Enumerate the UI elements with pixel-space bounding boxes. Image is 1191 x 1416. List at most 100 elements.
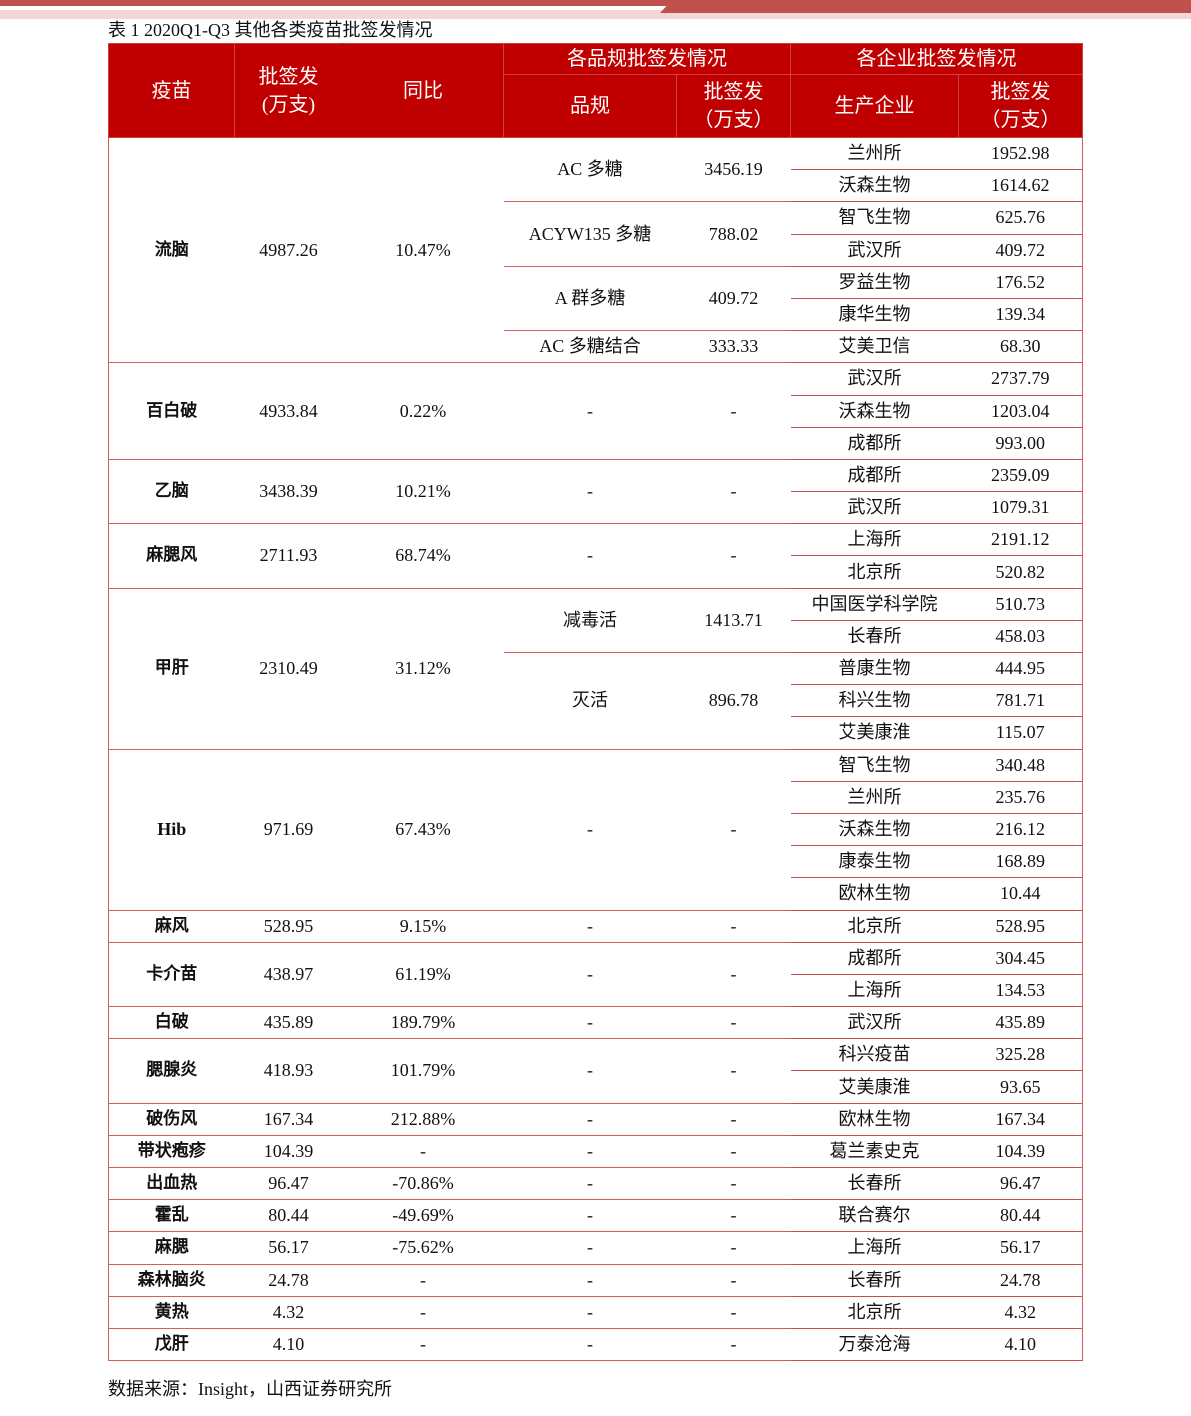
vaccine-yoy: 10.21% — [342, 459, 504, 525]
table-row: 戊肝 4.10- - - 万泰沧海 4.10 — [108, 1328, 1083, 1362]
company-volume: 56.17 — [958, 1231, 1083, 1265]
company-volume: 1079.31 — [958, 491, 1083, 525]
table-row: 霍乱 80.44 -49.69% - - 联合赛尔 80.44 — [108, 1199, 1083, 1233]
table-row: 麻腮风 2711.93 68.74% - - 上海所 2191.12 — [108, 523, 1083, 589]
spec-name: - — [503, 362, 677, 460]
company-volume: 625.76 — [958, 201, 1083, 235]
vaccine-name: 戊肝 — [108, 1328, 235, 1362]
header-yoy: 同比 — [342, 43, 504, 138]
company-name: 武汉所 — [790, 234, 959, 267]
vaccine-yoy: -75.62% — [342, 1231, 504, 1265]
header-spec-group: 各品规批签发情况 — [503, 43, 791, 75]
vaccine-volume: 96.47 — [234, 1167, 343, 1201]
company-name: 万泰沧海 — [790, 1328, 959, 1362]
vaccine-name: Hib — [108, 749, 235, 911]
table-row: 科兴生物 781.71 — [109, 684, 1083, 718]
header-company-group: 各企业批签发情况 — [790, 43, 1083, 75]
vaccine-volume: 24.78 — [234, 1264, 343, 1297]
table-row: AC 多糖结合 333.33 艾美卫信 68.30 — [109, 330, 1083, 364]
company-volume: 168.89 — [958, 845, 1083, 879]
company-name: 智飞生物 — [790, 749, 959, 782]
spec-name: - — [503, 1328, 677, 1362]
company-name: 沃森生物 — [790, 813, 959, 847]
table-row: 森林脑炎 24.78- - - 长春所 24.78 — [108, 1264, 1083, 1297]
header-company: 生产企业 — [790, 74, 959, 138]
spec-name: AC 多糖结合 — [503, 330, 677, 364]
vaccine-volume: 3438.39 — [234, 459, 343, 525]
spec-volume: - — [676, 1167, 791, 1201]
company-name: 欧林生物 — [790, 877, 959, 911]
company-volume: 1952.98 — [958, 137, 1083, 171]
vaccine-name: 甲肝 — [108, 588, 235, 750]
company-volume: 24.78 — [958, 1264, 1083, 1297]
company-name: 艾美康淮 — [790, 716, 959, 750]
company-volume: 10.44 — [958, 877, 1083, 911]
spec-name: A 群多糖 — [503, 266, 677, 332]
spec-name: AC 多糖 — [503, 137, 677, 203]
company-name: 艾美康淮 — [790, 1070, 959, 1104]
spec-name: - — [503, 523, 677, 589]
vaccine-volume: 2310.49 — [234, 588, 343, 750]
company-volume: 435.89 — [958, 1006, 1083, 1040]
table-row: 腮腺炎 418.93 101.79% - - 科兴疫苗 325.28 — [108, 1038, 1083, 1104]
table-row: 黄热 4.32- - - 北京所 4.32 — [108, 1296, 1083, 1329]
company-volume: 235.76 — [958, 781, 1083, 814]
table-row: A 群多糖 409.72 罗益生物 176.52 — [109, 266, 1083, 332]
company-volume: 80.44 — [958, 1199, 1083, 1233]
vaccine-yoy: 189.79% — [342, 1006, 504, 1040]
spec-volume: - — [676, 362, 791, 460]
vaccine-name: 霍乱 — [108, 1199, 235, 1233]
company-name: 兰州所 — [790, 781, 959, 814]
spec-volume: - — [676, 910, 791, 943]
company-name: 长春所 — [790, 620, 959, 654]
spec-name: ACYW135 多糖 — [503, 201, 677, 267]
spec-volume: - — [676, 749, 791, 911]
spec-name: - — [503, 459, 677, 525]
data-source-note: 数据来源：Insight，山西证券研究所 — [108, 1379, 392, 1399]
company-volume: 325.28 — [958, 1038, 1083, 1072]
top-decor-band — [0, 10, 1191, 19]
company-volume: 1203.04 — [958, 395, 1083, 428]
header-company-volume: 批签发（万支） — [958, 74, 1083, 138]
vaccine-volume: 418.93 — [234, 1038, 343, 1104]
spec-volume: - — [676, 942, 791, 1008]
company-name: 联合赛尔 — [790, 1199, 959, 1233]
vaccine-yoy: - — [342, 1264, 504, 1297]
vaccine-yoy: 212.88% — [342, 1103, 504, 1136]
vaccine-volume: 4.10 — [234, 1328, 343, 1362]
spec-name: - — [503, 1264, 677, 1297]
vaccine-volume: 4987.26 — [234, 137, 343, 364]
spec-volume: - — [676, 1006, 791, 1040]
vaccine-name: 麻腮 — [108, 1231, 235, 1265]
vaccine-yoy: - — [342, 1296, 504, 1329]
company-name: 武汉所 — [790, 1006, 959, 1040]
vaccine-volume: 528.95 — [234, 910, 343, 943]
table-row: 乙脑 3438.39 10.21% - - 成都所 2359.09 — [108, 459, 1083, 525]
vaccine-yoy: 10.47% — [342, 137, 504, 364]
table-row: 灭活 896.78 普康生物 444.95 — [109, 652, 1083, 750]
company-name: 科兴生物 — [790, 684, 959, 718]
company-volume: 4.10 — [958, 1328, 1083, 1362]
company-volume: 993.00 — [958, 427, 1083, 460]
company-name: 智飞生物 — [790, 201, 959, 235]
vaccine-volume: 167.34 — [234, 1103, 343, 1136]
vaccine-name: 乙脑 — [108, 459, 235, 525]
table-row: 沃森生物 1203.04 — [109, 395, 1083, 428]
vaccine-yoy: 101.79% — [342, 1038, 504, 1104]
table-row: 艾美康淮 93.65 — [109, 1070, 1083, 1104]
company-name: 成都所 — [790, 942, 959, 975]
company-volume: 96.47 — [958, 1167, 1083, 1201]
table-row: 武汉所 409.72 — [109, 234, 1083, 267]
spec-name: - — [503, 910, 677, 943]
company-name: 艾美卫信 — [790, 330, 959, 364]
company-volume: 139.34 — [958, 298, 1083, 332]
vaccine-yoy: -70.86% — [342, 1167, 504, 1201]
company-name: 中国医学科学院 — [790, 588, 959, 621]
vaccine-volume: 4.32 — [234, 1296, 343, 1329]
table-row: 百白破 4933.84 0.22% - - 武汉所 2737.79 — [108, 362, 1083, 460]
table-row: 兰州所 235.76 — [109, 781, 1083, 814]
vaccine-volume: 4933.84 — [234, 362, 343, 460]
spec-volume: - — [676, 459, 791, 525]
vaccine-yoy: 0.22% — [342, 362, 504, 460]
spec-volume: 3456.19 — [676, 137, 791, 203]
